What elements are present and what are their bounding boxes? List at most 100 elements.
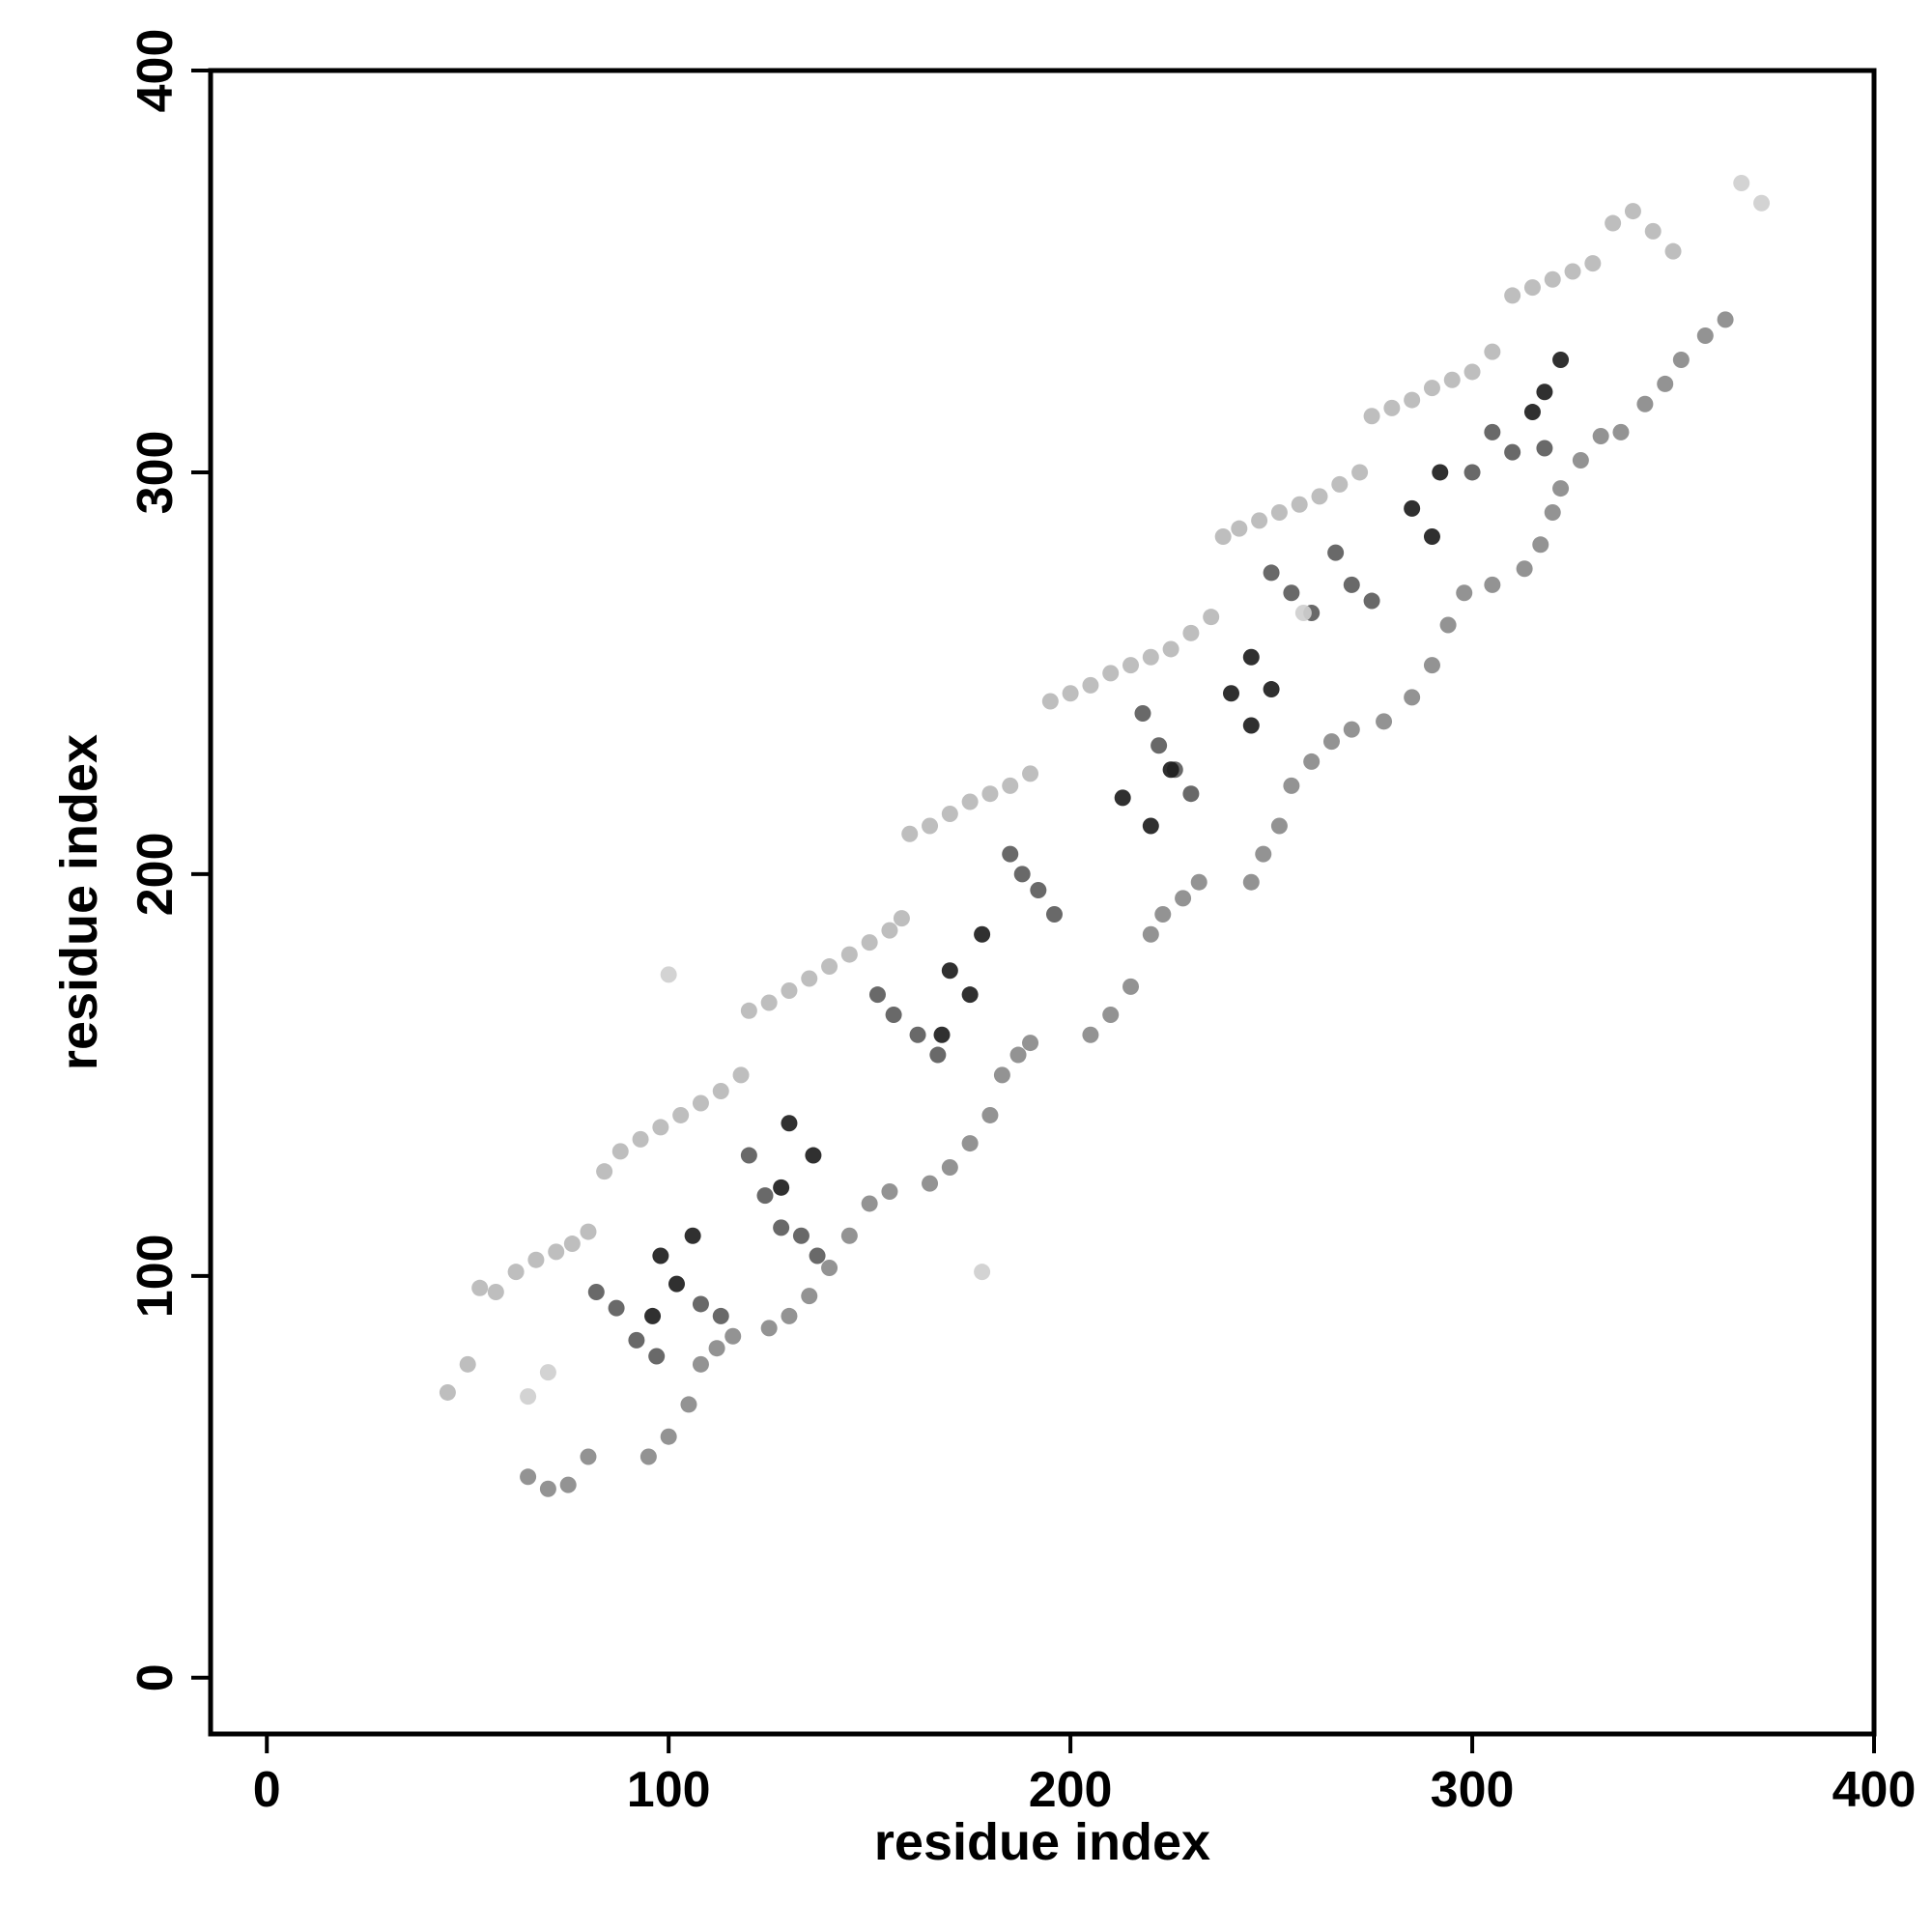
point [1162, 761, 1179, 779]
point [668, 1275, 685, 1293]
point [901, 825, 919, 842]
point [961, 793, 979, 810]
point [1343, 721, 1360, 738]
marks [439, 174, 1771, 1497]
point [974, 925, 991, 943]
point [805, 1147, 822, 1164]
point [1291, 496, 1308, 513]
point [1612, 423, 1630, 440]
point [909, 1026, 926, 1043]
point [1190, 873, 1208, 891]
point [861, 1195, 878, 1212]
point [893, 910, 910, 927]
point [773, 1219, 790, 1236]
y-tick-label: 200 [128, 833, 184, 917]
point [1122, 657, 1140, 674]
point [1082, 676, 1099, 694]
point [760, 1320, 778, 1337]
y-tick-label: 300 [128, 431, 184, 515]
point [539, 1364, 556, 1381]
point [1102, 665, 1120, 682]
point [981, 785, 999, 803]
point [563, 1236, 581, 1253]
x-tick-label: 200 [1029, 1762, 1113, 1818]
point [1322, 733, 1340, 751]
point [1363, 408, 1380, 425]
point [1544, 270, 1561, 288]
point [1182, 624, 1200, 641]
point [1022, 765, 1039, 782]
point [781, 1115, 798, 1132]
point [792, 1227, 810, 1244]
point [1532, 536, 1549, 554]
point [1263, 681, 1280, 698]
point [527, 1251, 545, 1268]
point [933, 1026, 951, 1043]
point [1231, 520, 1248, 537]
point [1536, 440, 1553, 457]
point [974, 1264, 991, 1281]
point [881, 922, 898, 939]
point [692, 1295, 709, 1313]
point [1624, 203, 1641, 220]
point [648, 1348, 666, 1365]
point [652, 1247, 669, 1264]
point [1142, 648, 1159, 666]
point [1696, 327, 1714, 345]
point [1584, 255, 1602, 272]
point [660, 966, 677, 983]
point [1182, 785, 1200, 803]
point [1432, 464, 1449, 481]
point [1572, 451, 1589, 469]
point [684, 1227, 701, 1244]
point [1463, 464, 1481, 481]
point [1484, 343, 1501, 360]
point [1484, 423, 1501, 440]
point [1456, 584, 1473, 602]
point [712, 1307, 729, 1324]
point [1331, 475, 1349, 493]
point [1552, 351, 1570, 368]
point [781, 1307, 798, 1324]
point [1114, 789, 1131, 807]
point [1423, 527, 1440, 545]
point [941, 805, 958, 822]
point [1443, 371, 1461, 388]
point [1523, 279, 1541, 297]
point [1404, 689, 1421, 706]
point [507, 1264, 525, 1281]
point [1122, 978, 1140, 995]
point [1523, 404, 1541, 421]
point [1657, 375, 1674, 392]
point [644, 1307, 662, 1324]
y-tick-label: 400 [128, 29, 184, 113]
point [1303, 753, 1321, 770]
point [922, 817, 939, 835]
point [1222, 685, 1239, 702]
point [1423, 380, 1440, 397]
point [809, 1247, 826, 1264]
point [1753, 194, 1771, 212]
point [961, 986, 979, 1004]
point [1041, 693, 1059, 710]
point [459, 1355, 476, 1373]
point [1154, 905, 1172, 923]
point [840, 946, 858, 963]
x-tick-label: 400 [1833, 1762, 1917, 1818]
point [1351, 464, 1369, 481]
point [885, 1006, 902, 1023]
point [1175, 890, 1192, 907]
point [1030, 882, 1047, 899]
point [1504, 443, 1521, 461]
point [1605, 214, 1622, 232]
point [580, 1223, 597, 1240]
point [840, 1227, 858, 1244]
point [660, 1428, 677, 1445]
point [1423, 657, 1440, 674]
x-axis-title: residue index [874, 1813, 1210, 1871]
point [712, 1082, 729, 1099]
point [439, 1383, 456, 1401]
point [580, 1448, 597, 1465]
point [1082, 1026, 1099, 1043]
